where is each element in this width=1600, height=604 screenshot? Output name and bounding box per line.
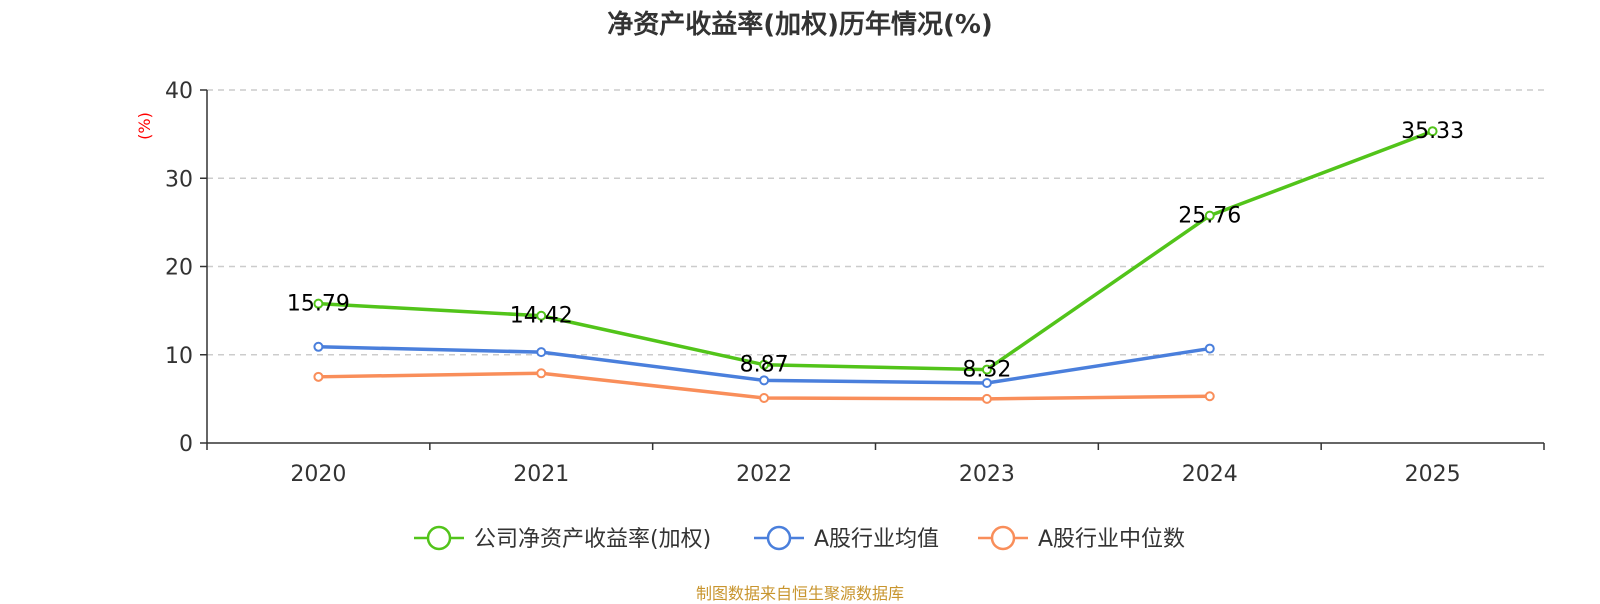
data-point [981,377,992,388]
data-point [759,392,770,403]
data-point [313,371,324,382]
data-label: 25.76 [1178,204,1241,229]
legend-marker [766,525,792,551]
data-label: 8.87 [740,353,789,378]
y-tick-label: 10 [165,344,193,369]
data-label: 35.33 [1401,119,1464,144]
legend-label: A股行业中位数 [1038,527,1185,552]
y-tick-label: 20 [165,256,193,281]
data-point [1204,391,1215,402]
data-point [313,298,324,309]
x-tick-label: 2023 [959,462,1015,487]
data-label: 15.79 [287,292,350,317]
legend-marker [426,525,452,551]
x-tick-label: 2022 [736,462,792,487]
x-tick-label: 2021 [513,462,569,487]
legend-marker [990,525,1016,551]
y-tick-label: 40 [165,79,193,104]
data-point [981,364,992,375]
data-point [536,347,547,358]
chart-title: 净资产收益率(加权)历年情况(%) [607,10,993,40]
legend-label: 公司净资产收益率(加权) [474,527,711,552]
data-point [1204,343,1215,354]
source-note: 制图数据来自恒生聚源数据库 [695,584,904,603]
data-point [1427,126,1438,137]
data-point [313,341,324,352]
data-point [759,375,770,386]
data-label: 14.42 [510,304,573,329]
data-point [981,393,992,404]
data-point [759,359,770,370]
data-point [536,368,547,379]
legend-label: A股行业均值 [814,527,939,552]
y-axis-unit: (%) [135,112,154,140]
x-tick-label: 2025 [1405,462,1461,487]
data-point [536,310,547,321]
y-tick-label: 30 [165,167,193,192]
y-tick-label: 0 [179,432,193,457]
data-point [1204,210,1215,221]
x-tick-label: 2024 [1182,462,1238,487]
x-tick-label: 2020 [290,462,346,487]
series-line [318,129,1434,372]
